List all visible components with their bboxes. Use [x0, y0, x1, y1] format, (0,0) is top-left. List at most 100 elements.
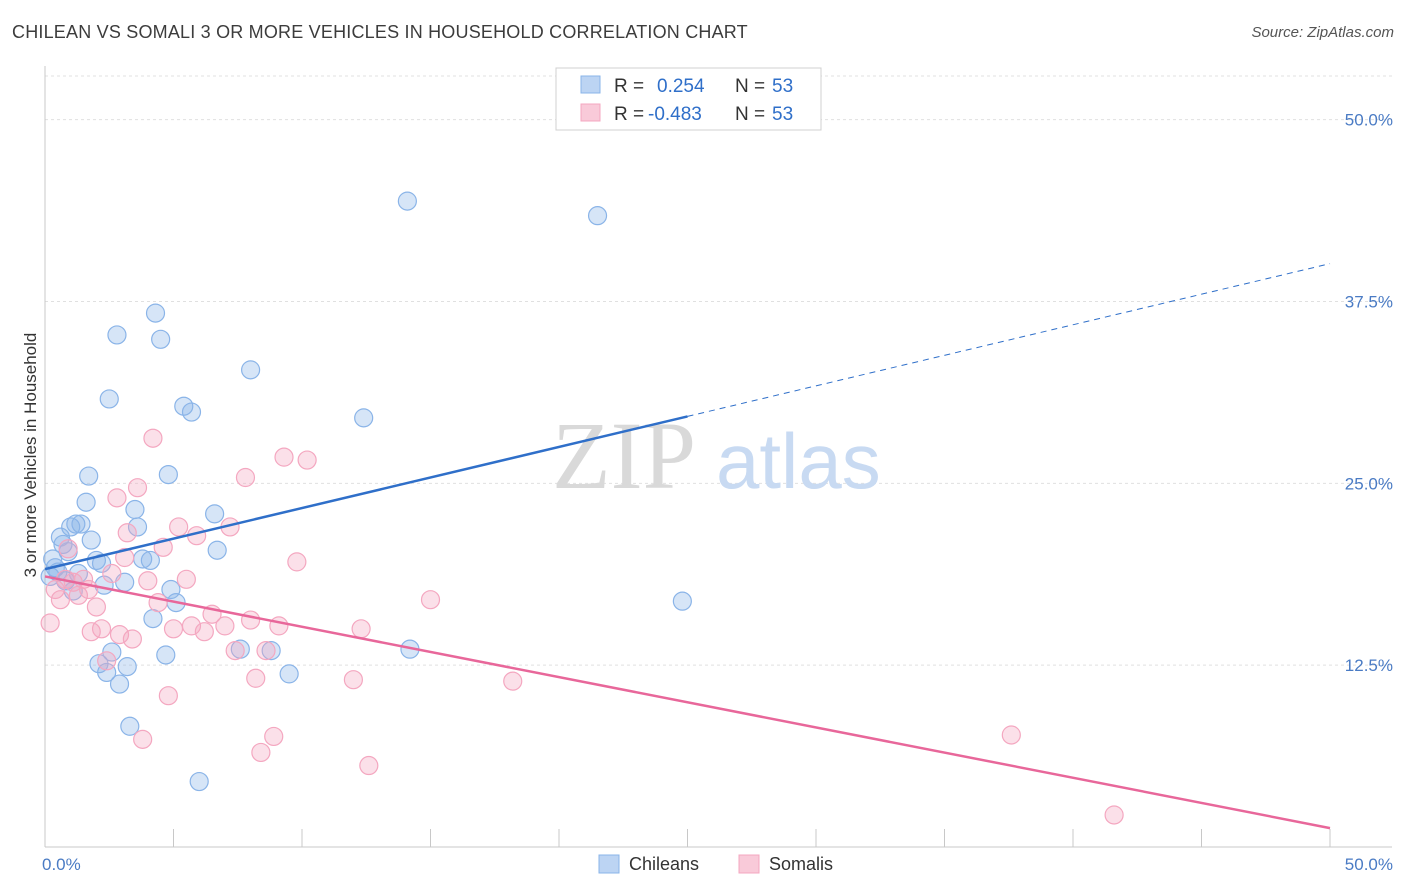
point-somalis-21	[138, 571, 158, 591]
point-somalis-37	[241, 610, 261, 630]
point-somalis-25	[158, 686, 178, 706]
point-chileans-46	[279, 664, 299, 684]
point-chileans-40	[189, 771, 209, 792]
point-somalis-33	[215, 616, 235, 636]
point-somalis-17	[117, 523, 137, 543]
point-chileans-20	[99, 389, 119, 409]
point-somalis-42	[269, 616, 289, 636]
point-chileans-35	[158, 464, 178, 485]
point-somalis-39	[251, 742, 271, 763]
point-somalis-2	[50, 590, 71, 610]
stats-swatch-chileans	[580, 75, 601, 94]
legend-swatch-somalis	[738, 854, 760, 874]
point-chileans-12	[76, 492, 96, 512]
point-somalis-48	[359, 755, 379, 776]
point-chileans-17	[91, 553, 112, 573]
point-chileans-41	[205, 504, 225, 524]
point-somalis-12	[97, 651, 117, 671]
source-credit: Source: ZipAtlas.com	[1251, 24, 1394, 41]
chart-title: CHILEAN VS SOMALI 3 OR MORE VEHICLES IN …	[12, 22, 748, 42]
trend-line-extension-chileans	[687, 263, 1331, 417]
point-chileans-9	[66, 514, 86, 534]
watermark-atlas: atlas	[716, 417, 881, 505]
point-somalis-18	[122, 629, 142, 649]
point-somalis-35	[225, 641, 245, 661]
stats-r-value-0: 0.254	[657, 76, 705, 97]
point-somalis-16	[115, 547, 135, 568]
watermark: ZIP atlas	[552, 402, 881, 509]
point-somalis-27	[169, 517, 189, 537]
point-somalis-36	[235, 467, 256, 488]
point-somalis-26	[163, 619, 184, 639]
y-tick-label-2: 37.5%	[1345, 292, 1393, 311]
watermark-zip: ZIP	[552, 402, 696, 509]
point-somalis-51	[1001, 725, 1021, 745]
point-chileans-27	[125, 499, 145, 520]
point-chileans-38	[174, 396, 194, 416]
point-chileans-14	[81, 530, 101, 550]
x-tick-label-0: 0.0%	[42, 855, 81, 874]
point-chileans-11	[71, 514, 91, 534]
stats-r-value-1: -0.483	[648, 104, 702, 125]
x-tick-label-1: 50.0%	[1345, 855, 1393, 874]
point-chileans-51	[672, 591, 692, 611]
point-somalis-28	[176, 569, 196, 589]
stats-n-value-1: 53	[772, 104, 793, 125]
point-chileans-34	[156, 645, 176, 665]
stats-swatch-somalis	[580, 103, 601, 122]
point-somalis-50	[503, 671, 523, 691]
point-somalis-43	[274, 447, 294, 467]
y-axis-label: 3 or more Vehicles in Household	[21, 333, 40, 578]
point-somalis-46	[343, 670, 363, 690]
point-somalis-13	[102, 563, 122, 584]
legend-label-chileans: Chileans	[629, 854, 699, 874]
stats-r-label-0: R =	[614, 76, 644, 97]
tick-labels: 12.5% 25.0% 37.5% 50.0% 0.0% 50.0%	[42, 111, 1393, 874]
point-somalis-44	[287, 552, 307, 572]
point-somalis-1	[45, 579, 65, 600]
point-somalis-47	[351, 619, 371, 639]
point-chileans-31	[143, 609, 163, 629]
point-chileans-28	[127, 517, 148, 537]
point-somalis-4	[58, 539, 78, 559]
series-somalis	[40, 428, 1124, 825]
point-chileans-26	[120, 716, 140, 736]
point-chileans-30	[140, 550, 160, 571]
point-chileans-32	[145, 303, 166, 323]
point-chileans-23	[109, 674, 130, 694]
point-somalis-0	[40, 613, 60, 633]
point-somalis-10	[86, 597, 107, 617]
stats-n-label-0: N =	[735, 76, 765, 97]
point-somalis-49	[420, 590, 441, 610]
point-chileans-44	[241, 360, 261, 380]
y-tick-label-0: 12.5%	[1345, 656, 1393, 675]
point-somalis-19	[127, 478, 148, 498]
point-chileans-50	[587, 206, 608, 226]
point-chileans-22	[107, 325, 127, 345]
point-somalis-20	[133, 729, 153, 749]
point-somalis-40	[256, 641, 276, 661]
y-tick-label-3: 50.0%	[1345, 111, 1393, 130]
point-somalis-41	[264, 726, 284, 747]
point-somalis-45	[297, 450, 317, 470]
stats-legend: R = 0.254 N = 53 R = -0.483 N = 53	[555, 67, 822, 131]
point-somalis-14	[107, 488, 127, 508]
point-chileans-45	[261, 641, 281, 661]
trend-line-chileans	[44, 415, 688, 571]
point-chileans-48	[397, 191, 417, 211]
point-chileans-33	[151, 329, 171, 349]
y-tick-label-1: 25.0%	[1345, 474, 1393, 493]
legend-label-somalis: Somalis	[769, 854, 833, 874]
stats-n-label-1: N =	[735, 104, 765, 125]
point-somalis-52	[1104, 805, 1124, 825]
point-chileans-39	[181, 402, 202, 422]
point-chileans-13	[79, 466, 99, 486]
point-somalis-38	[246, 668, 266, 688]
stats-r-label-1: R =	[614, 104, 644, 125]
trend-line-somalis	[44, 575, 1331, 830]
series-chileans	[40, 191, 692, 792]
point-somalis-11	[91, 619, 112, 639]
trend-lines	[44, 263, 1331, 830]
point-chileans-47	[354, 408, 374, 428]
